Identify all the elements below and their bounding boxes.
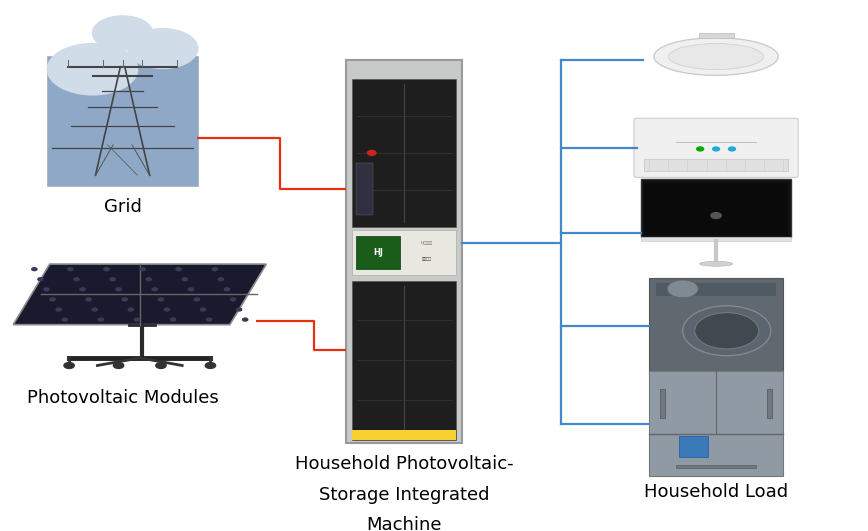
- Circle shape: [140, 268, 145, 271]
- Circle shape: [128, 29, 198, 68]
- Circle shape: [32, 268, 37, 271]
- Bar: [644, 159, 787, 172]
- Circle shape: [170, 318, 175, 321]
- Bar: [352, 79, 457, 227]
- Text: Storage Integrated: Storage Integrated: [319, 486, 490, 503]
- Circle shape: [62, 318, 68, 321]
- Circle shape: [68, 268, 73, 271]
- Circle shape: [212, 268, 217, 271]
- Text: Household Photovoltaic-: Household Photovoltaic-: [295, 456, 514, 473]
- FancyBboxPatch shape: [634, 118, 799, 177]
- Bar: [356, 163, 373, 215]
- Ellipse shape: [668, 44, 764, 70]
- Circle shape: [697, 147, 704, 151]
- Circle shape: [152, 288, 157, 291]
- Circle shape: [225, 288, 229, 291]
- Bar: [644, 183, 788, 235]
- Circle shape: [92, 308, 97, 311]
- Text: Photovoltaic Modules: Photovoltaic Modules: [27, 389, 219, 407]
- Polygon shape: [13, 264, 266, 324]
- Ellipse shape: [654, 38, 779, 75]
- Circle shape: [164, 308, 169, 311]
- Circle shape: [44, 288, 49, 291]
- Bar: [660, 389, 666, 418]
- Circle shape: [694, 313, 759, 349]
- Circle shape: [182, 278, 187, 281]
- Bar: [346, 60, 463, 443]
- Bar: [679, 436, 708, 457]
- Circle shape: [116, 288, 122, 291]
- Bar: [352, 281, 457, 440]
- Circle shape: [713, 147, 720, 151]
- Ellipse shape: [700, 261, 733, 266]
- Circle shape: [135, 318, 140, 321]
- Bar: [641, 237, 792, 241]
- Bar: [656, 283, 776, 296]
- Circle shape: [146, 278, 151, 281]
- Bar: [676, 465, 756, 468]
- Circle shape: [86, 298, 91, 301]
- Circle shape: [110, 278, 115, 281]
- Circle shape: [114, 363, 124, 369]
- Bar: [356, 236, 400, 269]
- Circle shape: [48, 44, 138, 95]
- Circle shape: [711, 212, 721, 218]
- Circle shape: [194, 298, 200, 301]
- Circle shape: [80, 288, 85, 291]
- Circle shape: [56, 308, 62, 311]
- Circle shape: [219, 278, 223, 281]
- Circle shape: [667, 280, 698, 298]
- Text: Grid: Grid: [103, 198, 141, 216]
- Circle shape: [237, 308, 241, 311]
- Circle shape: [188, 288, 194, 291]
- Text: 广存能源: 广存能源: [422, 257, 431, 261]
- Bar: [352, 230, 457, 275]
- Circle shape: [38, 278, 43, 281]
- Circle shape: [98, 318, 103, 321]
- Text: HJ储能系统: HJ储能系统: [421, 241, 433, 245]
- Text: HJ: HJ: [372, 248, 383, 257]
- Circle shape: [93, 16, 153, 50]
- Circle shape: [74, 278, 79, 281]
- FancyBboxPatch shape: [48, 56, 198, 186]
- Circle shape: [128, 308, 134, 311]
- Circle shape: [158, 298, 163, 301]
- Circle shape: [176, 268, 181, 271]
- Bar: [641, 179, 792, 237]
- Circle shape: [367, 150, 376, 156]
- Text: Machine: Machine: [366, 516, 442, 531]
- Circle shape: [104, 268, 109, 271]
- Circle shape: [231, 298, 235, 301]
- Circle shape: [122, 298, 128, 301]
- Bar: [649, 371, 783, 476]
- Bar: [699, 32, 733, 38]
- Circle shape: [728, 147, 735, 151]
- Circle shape: [64, 363, 75, 369]
- Circle shape: [207, 318, 212, 321]
- Circle shape: [205, 363, 215, 369]
- Bar: [352, 430, 457, 440]
- Circle shape: [50, 298, 56, 301]
- Circle shape: [156, 363, 166, 369]
- Circle shape: [243, 318, 247, 321]
- Circle shape: [201, 308, 206, 311]
- Circle shape: [683, 306, 771, 356]
- Bar: [649, 278, 783, 374]
- Bar: [766, 389, 772, 418]
- Text: Household Load: Household Load: [644, 483, 788, 501]
